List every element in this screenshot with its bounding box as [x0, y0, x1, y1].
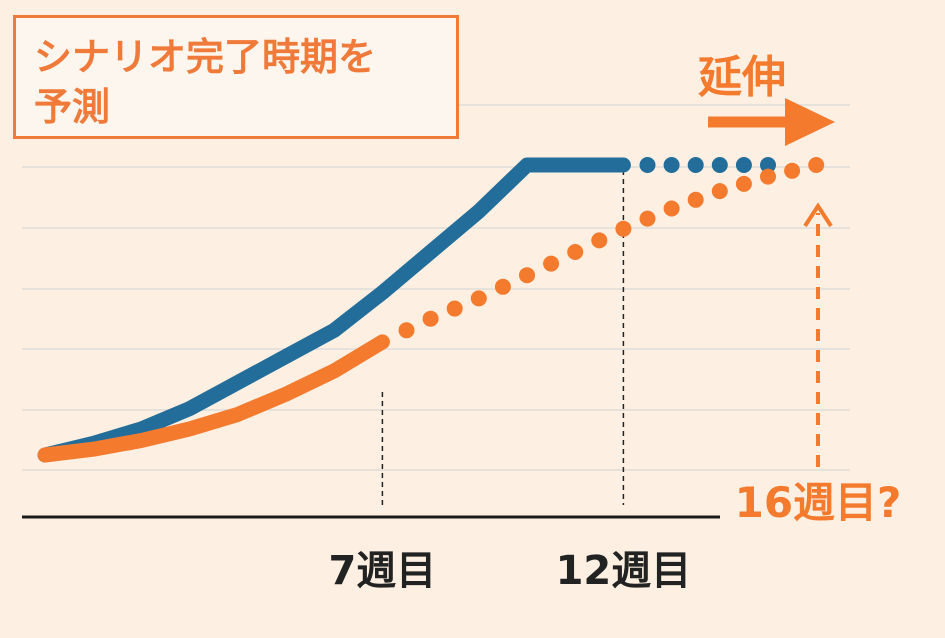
- series-point: [760, 168, 776, 185]
- series-layer: [37, 157, 825, 463]
- series-point: [784, 162, 801, 179]
- series-point: [760, 157, 776, 173]
- series-point: [735, 157, 752, 173]
- gridlines: [22, 104, 850, 471]
- series-point: [663, 157, 680, 173]
- series-point: [687, 191, 704, 208]
- chart-title-line-1: シナリオ完了時期を: [34, 35, 377, 79]
- chart-title-line-2: 予測: [34, 85, 111, 129]
- series-point: [687, 157, 704, 173]
- series-point: [398, 322, 415, 339]
- series-point: [711, 157, 728, 173]
- question-arrow-head: [803, 202, 833, 228]
- reference-lines: [381, 170, 625, 505]
- question-label: 16週目?: [735, 478, 902, 527]
- question-annotation: 16週目?: [735, 202, 902, 527]
- series-line: [37, 157, 631, 463]
- extension-annotation: 延伸: [698, 52, 835, 146]
- extension-arrow-head: [785, 98, 835, 146]
- x-tick-labels: 7週目 12週目: [328, 548, 691, 594]
- extension-label: 延伸: [698, 52, 786, 103]
- series-point: [735, 175, 752, 192]
- series-point: [711, 183, 728, 200]
- series-point: [494, 278, 511, 295]
- series-point: [470, 290, 487, 307]
- series-point: [639, 157, 656, 173]
- series-line: [37, 334, 390, 463]
- series-point: [663, 200, 680, 217]
- x-tick-label: 7週目: [328, 548, 436, 594]
- series-point: [639, 210, 656, 227]
- series-point: [446, 300, 463, 317]
- x-tick-label: 12週目: [556, 548, 692, 594]
- series-point: [567, 244, 584, 260]
- series-point: [543, 255, 560, 272]
- series-point: [519, 267, 535, 284]
- chart-title-box: シナリオ完了時期を 予測: [13, 15, 459, 139]
- series-point: [591, 232, 608, 249]
- series-point: [808, 157, 825, 173]
- series-point: [422, 310, 439, 327]
- series-point: [615, 220, 632, 237]
